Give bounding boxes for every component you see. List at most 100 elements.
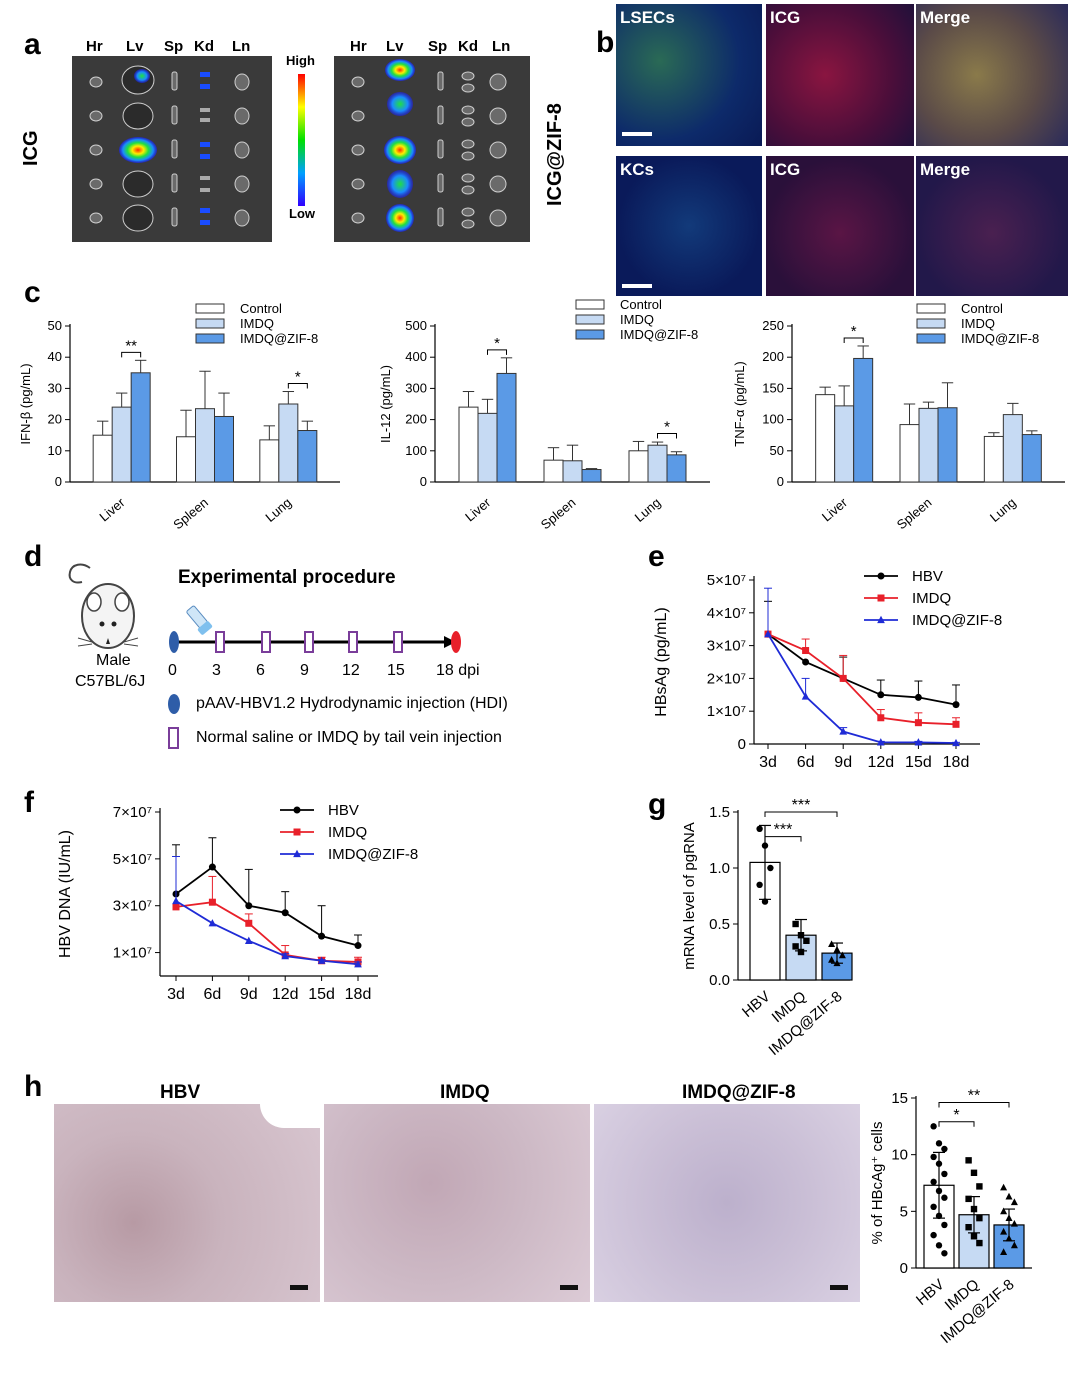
data-point <box>941 1250 948 1257</box>
data-point-hbv <box>318 932 326 940</box>
organ-kd-right: Kd <box>458 38 478 55</box>
data-point-imdq-zif-8 <box>764 629 772 638</box>
bar-imdq-zif-8 <box>297 430 318 483</box>
legend-label: IMDQ@ZIF-8 <box>620 327 698 342</box>
organ-lv-right: Lv <box>386 38 404 55</box>
series-line-imdq <box>175 901 359 963</box>
data-point-imdq-zif-8 <box>354 960 362 968</box>
day-12: 12 <box>342 662 360 679</box>
ihc-title-hbv: HBV <box>160 1082 201 1103</box>
bar-imdq <box>278 403 299 483</box>
data-point <box>1000 1248 1008 1256</box>
y-tick-label: 0 <box>420 474 427 489</box>
bar-imdq-zif-8 <box>1021 434 1042 483</box>
day-18: 18 dpi <box>436 662 480 679</box>
y-tick-label: 5 <box>900 1203 908 1220</box>
y-tick-label: 15 <box>891 1090 908 1107</box>
ihc-image-hbv <box>54 1104 320 1302</box>
bar-control <box>983 435 1004 483</box>
data-point-imdq-zif-8 <box>317 956 326 964</box>
organ-lv-left: Lv <box>126 38 144 55</box>
y-tick-label: 4×10⁷ <box>707 605 746 622</box>
significance-label: * <box>851 323 857 340</box>
procedure-legend-symbols <box>168 694 180 749</box>
data-point-imdq <box>172 903 180 911</box>
ihc-image-imdq <box>324 1104 590 1302</box>
label-icg-2: ICG <box>770 160 801 179</box>
scale-bar <box>290 1285 308 1290</box>
ihc-title-imdq-zif8: IMDQ@ZIF-8 <box>682 1082 796 1103</box>
data-point <box>1005 1192 1013 1200</box>
data-point-imdq-zif-8 <box>914 738 923 746</box>
y-tick-label: 50 <box>770 443 784 458</box>
y-tick-label: 100 <box>405 443 427 458</box>
bar-imdq-zif-8 <box>496 372 517 483</box>
y-tick-label: 5×10⁷ <box>707 572 746 589</box>
x-tick-label: HBV <box>739 988 774 1021</box>
mouse-icon <box>68 563 139 649</box>
legend-label: Control <box>240 301 282 316</box>
data-point <box>941 1194 948 1201</box>
legend-label: IMDQ@ZIF-8 <box>912 612 1002 629</box>
legend-swatch <box>195 333 225 344</box>
y-tick-label: 2×10⁷ <box>707 670 746 687</box>
organ-kd-left: Kd <box>194 38 214 55</box>
bar-imdq <box>1002 414 1023 483</box>
data-point <box>833 959 841 967</box>
micrograph-icg-2: ICG <box>766 156 914 296</box>
ivis-image-icg-zif8 <box>334 56 530 242</box>
label-icg-1: ICG <box>770 8 801 27</box>
x-tick-label: 18d <box>345 986 372 1003</box>
y-tick-label: 200 <box>762 349 784 364</box>
data-point <box>965 1224 972 1231</box>
chart-tnf-alpha: 0 50 100 150 200 250 Liver Spleen Lung * TNF-α (pg… <box>732 301 1065 533</box>
data-point-imdq <box>877 714 885 722</box>
significance-bracket <box>938 1121 975 1127</box>
data-point-imdq-zif-8 <box>281 951 290 960</box>
x-tick-label: 12d <box>867 754 894 771</box>
bar-control <box>458 406 479 483</box>
legend-label: Control <box>620 297 662 312</box>
data-point <box>930 1153 937 1161</box>
data-point <box>970 1233 978 1240</box>
significance-label: ** <box>125 337 137 354</box>
bar-control <box>815 394 836 483</box>
data-point <box>1010 1219 1018 1227</box>
bar-imdq <box>195 408 215 483</box>
data-point <box>792 943 799 950</box>
data-point <box>1010 1241 1018 1249</box>
x-tick-label: Lung <box>262 495 294 525</box>
x-tick-label: Spleen <box>894 495 935 533</box>
data-point-hbv <box>877 691 885 699</box>
y-axis-label: HBsAg (pg/mL) <box>653 607 670 716</box>
data-point <box>965 1195 972 1203</box>
data-point <box>792 920 799 928</box>
data-point <box>935 1140 943 1147</box>
data-point <box>797 932 805 939</box>
significance-label: * <box>664 418 670 435</box>
x-tick-label: HBV <box>913 1276 948 1309</box>
significance-bracket <box>764 836 802 842</box>
data-point <box>1000 1207 1008 1215</box>
data-point-hbv <box>208 863 216 871</box>
chart-il12: 0 100 200 300 400 500 Liver Spleen Lung * * IL-12 (… <box>378 297 710 532</box>
significance-label: * <box>953 1107 959 1124</box>
data-point-hbv <box>802 658 810 666</box>
data-point-imdq <box>245 919 253 927</box>
y-tick-label: 300 <box>405 380 427 395</box>
procedure-title: Experimental procedure <box>178 567 396 588</box>
x-tick-label: 18d <box>943 754 970 771</box>
legend-marker <box>293 828 301 836</box>
y-tick-label: 10 <box>891 1147 908 1164</box>
y-tick-label: 1×10⁷ <box>113 945 152 962</box>
y-tick-label: 0 <box>777 474 784 489</box>
data-point <box>930 1123 937 1130</box>
y-tick-label: 7×10⁷ <box>113 804 152 821</box>
significance-bracket <box>121 351 142 358</box>
y-tick-label: 0 <box>738 736 746 753</box>
data-point-imdq-zif-8 <box>839 727 848 735</box>
scale-bar <box>622 132 652 136</box>
series-line-imdq-zif-8 <box>767 633 957 744</box>
data-point <box>935 1160 943 1167</box>
